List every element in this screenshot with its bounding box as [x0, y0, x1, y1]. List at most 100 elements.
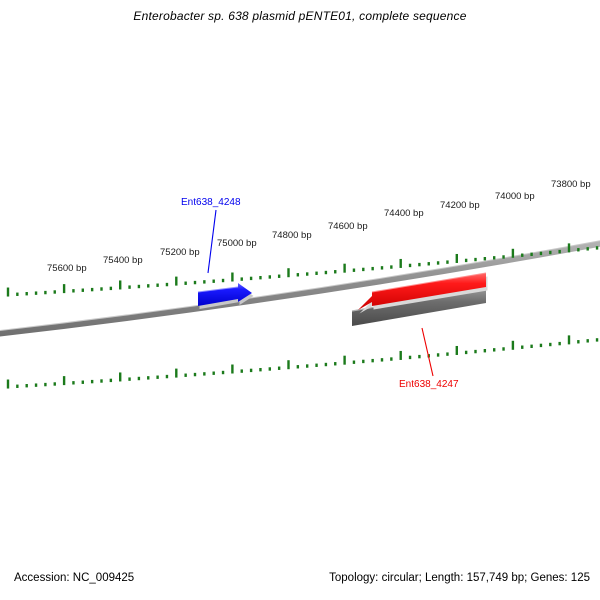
- ruler-tick-minor: [34, 383, 38, 387]
- ruler-tick-minor: [147, 284, 150, 288]
- ruler-tick-minor: [371, 266, 374, 271]
- ruler-tick-minor: [212, 371, 215, 375]
- ruler-tick-minor: [81, 288, 84, 292]
- ruler-label: 73800 bp: [551, 179, 591, 190]
- ruler-tick-minor: [53, 290, 56, 294]
- ruler-tick-minor: [72, 289, 75, 293]
- ruler-tick-minor: [212, 279, 215, 283]
- ruler-tick-minor: [483, 349, 487, 353]
- ruler-tick-minor: [221, 278, 225, 283]
- ruler-tick-minor: [44, 290, 47, 295]
- ruler-tick-minor: [390, 265, 393, 269]
- ruler-tick-major: [399, 258, 402, 268]
- ruler-tick-minor: [165, 282, 169, 287]
- ruler-tick-minor: [156, 375, 159, 379]
- ruler-tick-minor: [156, 283, 159, 287]
- ruler-tick-minor: [306, 272, 309, 276]
- ruler-tick-minor: [446, 260, 449, 264]
- ruler-label: 75200 bp: [160, 247, 200, 258]
- ruler-tick-minor: [474, 257, 477, 262]
- ruler-tick-major: [343, 263, 346, 273]
- ruler-tick-minor: [418, 262, 421, 267]
- ruler-tick-minor: [137, 376, 141, 381]
- ruler-tick-minor: [184, 281, 187, 285]
- status-bar: Accession: NC_009425 Topology: circular;…: [0, 572, 600, 596]
- ruler-tick-major: [175, 368, 178, 378]
- ruler-tick-minor: [530, 252, 533, 257]
- ruler-tick-minor: [306, 364, 309, 368]
- ruler-tick-minor: [390, 357, 393, 361]
- ruler-label: 74800 bp: [272, 230, 312, 241]
- ruler-tick-minor: [380, 266, 384, 270]
- ruler-tick-minor: [436, 261, 440, 265]
- ruler-tick-minor: [436, 353, 440, 357]
- ruler-label: 75600 bp: [47, 263, 87, 274]
- gene-label-reverse[interactable]: Ent638_4247: [399, 379, 459, 390]
- ruler-label: 75000 bp: [217, 238, 257, 249]
- ruler-tick-minor: [296, 365, 300, 369]
- ruler-label: 75400 bp: [103, 255, 143, 266]
- gene-label-forward[interactable]: Ent638_4248: [181, 197, 241, 208]
- ruler-tick-minor: [595, 246, 599, 250]
- ruler-ticks-upper: [6, 243, 599, 297]
- ruler-tick-major: [455, 253, 458, 263]
- ruler-tick-minor: [586, 247, 589, 251]
- backbone-band: [0, 240, 600, 337]
- ruler-label: 74000 bp: [495, 191, 535, 202]
- ruler-tick-minor: [249, 276, 253, 281]
- ruler-tick-major: [287, 268, 290, 278]
- ruler-tick-minor: [502, 255, 505, 259]
- ruler-tick-major: [231, 272, 234, 282]
- ruler-tick-major: [455, 345, 458, 355]
- ruler-label-group: 75600 bp 75400 bp 75200 bp 75000 bp 74800 bp…: [47, 179, 591, 274]
- ruler-tick-minor: [464, 350, 468, 355]
- ruler-tick-minor: [474, 349, 477, 354]
- ruler-label: 74400 bp: [384, 208, 424, 219]
- ruler-tick-minor: [203, 372, 206, 376]
- ruler-tick-minor: [464, 258, 468, 263]
- accession-label: Accession: NC_009425: [14, 572, 135, 584]
- ruler-tick-major: [231, 364, 234, 374]
- ruler-tick-minor: [324, 362, 328, 367]
- ruler-tick-minor: [25, 384, 28, 388]
- ruler-tick-minor: [109, 378, 113, 383]
- ruler-tick-minor: [334, 270, 337, 274]
- ruler-tick-minor: [493, 256, 496, 260]
- ruler-tick-major: [567, 243, 571, 253]
- gene-arrow-reverse[interactable]: [358, 272, 488, 314]
- ruler-tick-minor: [16, 292, 19, 296]
- ruler-label: 74200 bp: [440, 200, 480, 211]
- ruler-tick-minor: [408, 355, 412, 360]
- ruler-tick-minor: [277, 366, 281, 370]
- gene-arrow-forward[interactable]: [197, 283, 254, 309]
- ruler-tick-minor: [44, 382, 47, 387]
- ruler-tick-minor: [16, 384, 19, 388]
- ruler-tick-major: [511, 340, 515, 350]
- ruler-tick-minor: [595, 338, 599, 342]
- ruler-tick-major: [399, 350, 402, 360]
- ruler-tick-minor: [296, 273, 300, 277]
- ruler-tick-minor: [483, 257, 487, 261]
- ruler-tick-minor: [549, 342, 552, 347]
- ruler-tick-minor: [100, 287, 103, 291]
- ruler-tick-minor: [521, 345, 524, 349]
- ruler-tick-minor: [147, 376, 150, 380]
- ruler-tick-minor: [193, 280, 197, 285]
- ruler-tick-major: [6, 287, 10, 297]
- ruler-tick-major: [119, 372, 122, 382]
- ruler-tick-major: [62, 284, 66, 294]
- ruler-tick-minor: [240, 369, 243, 373]
- ruler-label: 74600 bp: [328, 221, 368, 232]
- ruler-tick-minor: [493, 348, 496, 352]
- sequence-backbone[interactable]: [0, 240, 600, 337]
- ruler-tick-minor: [577, 248, 580, 252]
- ruler-tick-minor: [203, 280, 206, 284]
- ruler-tick-minor: [72, 381, 75, 385]
- ruler-tick-minor: [81, 380, 84, 384]
- ruler-tick-minor: [539, 343, 543, 348]
- ruler-tick-minor: [408, 263, 412, 268]
- ruler-tick-minor: [446, 352, 449, 356]
- ruler-tick-minor: [586, 339, 589, 343]
